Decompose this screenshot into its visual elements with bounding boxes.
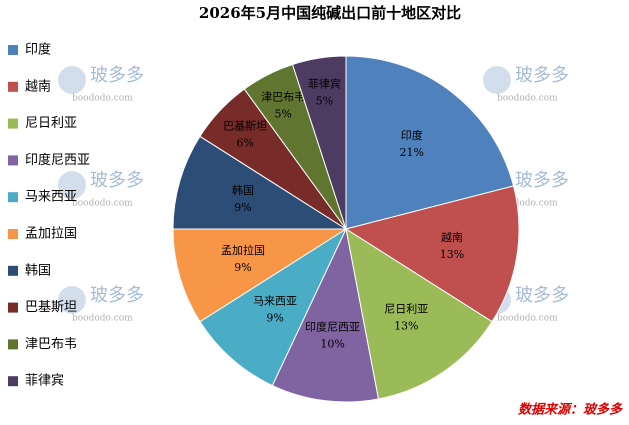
pie-slice xyxy=(345,227,493,400)
watermark-url: boododo.com xyxy=(497,94,558,104)
pie-slice xyxy=(291,55,347,230)
slice-value: 5% xyxy=(316,94,333,107)
pie-slice xyxy=(271,227,380,403)
slice-label: 马来西亚 xyxy=(253,294,297,307)
watermark-url: boododo.com xyxy=(497,314,558,324)
watermark-url: boododo.com xyxy=(72,314,133,324)
pie-slice xyxy=(199,227,348,387)
watermark: 玻多多 boododo.com xyxy=(58,170,144,209)
watermark-logo xyxy=(58,171,86,199)
watermark-name: 玻多多 xyxy=(90,285,144,306)
chart-title: 2026年5月中国纯碱出口前十地区对比 xyxy=(199,4,461,22)
legend-label: 韩国 xyxy=(25,263,51,278)
slice-label: 菲律宾 xyxy=(308,76,341,90)
slice-value: 5% xyxy=(274,108,291,121)
watermark-url: boododo.com xyxy=(72,199,133,209)
pie-slice xyxy=(344,185,520,323)
watermark: 玻多多 boododo.com xyxy=(58,65,144,104)
slice-label: 越南 xyxy=(441,230,463,244)
legend-swatch xyxy=(8,339,18,350)
watermark: 玻多多 boododo.com xyxy=(483,65,569,104)
watermark-logo xyxy=(483,66,511,94)
legend-swatch xyxy=(8,376,18,387)
legend-swatch xyxy=(8,192,18,203)
watermark: 玻多多 boododo.com xyxy=(58,285,144,324)
watermark-name: 玻多多 xyxy=(90,170,144,191)
watermark-name: 玻多多 xyxy=(515,285,569,306)
slice-label: 韩国 xyxy=(232,183,254,197)
legend-label: 印度尼西亚 xyxy=(25,152,90,168)
legend-label: 尼日利亚 xyxy=(25,116,77,131)
slice-label: 津巴布韦 xyxy=(261,91,305,104)
source: 数据来源：玻多多 xyxy=(518,402,623,418)
slice-label: 尼日利亚 xyxy=(384,303,428,316)
legend-swatch xyxy=(8,118,18,129)
watermark-name: 玻多多 xyxy=(515,65,569,86)
slice-label: 巴基斯坦 xyxy=(223,118,267,132)
pie-slice xyxy=(172,135,348,230)
legend-label: 马来西亚 xyxy=(25,190,77,205)
legend-label: 菲律宾 xyxy=(25,373,64,389)
legend-label: 津巴布韦 xyxy=(25,337,77,352)
watermark-logo xyxy=(58,286,86,314)
legend-swatch xyxy=(8,229,18,239)
legend-label: 印度 xyxy=(25,42,51,58)
slice-value: 10% xyxy=(320,337,344,350)
legend-swatch xyxy=(8,81,18,92)
watermark-url: boododo.com xyxy=(497,199,558,209)
legend-swatch xyxy=(8,302,18,313)
slice-label: 印度尼西亚 xyxy=(305,319,360,333)
slice-value: 6% xyxy=(236,136,253,149)
legend-label: 孟加拉国 xyxy=(25,227,77,242)
legend-label: 越南 xyxy=(25,78,51,94)
legend-swatch xyxy=(8,45,18,55)
slice-value: 13% xyxy=(440,248,464,261)
legend-swatch xyxy=(8,155,18,166)
slice-label: 印度 xyxy=(401,128,423,142)
pie-slice xyxy=(345,55,515,230)
slice-value: 21% xyxy=(400,146,424,159)
slice-value: 9% xyxy=(234,261,251,274)
slice-value: 13% xyxy=(394,320,418,333)
watermark-name: 玻多多 xyxy=(90,65,144,86)
legend-swatch xyxy=(8,265,18,276)
legend-label: 巴基斯坦 xyxy=(25,300,77,315)
watermark-logo xyxy=(58,66,86,94)
watermark-url: boododo.com xyxy=(72,94,133,104)
slice-value: 9% xyxy=(234,201,251,214)
slice-label: 孟加拉国 xyxy=(221,243,265,257)
watermark-name: 玻多多 xyxy=(515,170,569,191)
pie-slice xyxy=(172,228,348,323)
slice-value: 9% xyxy=(266,311,283,324)
